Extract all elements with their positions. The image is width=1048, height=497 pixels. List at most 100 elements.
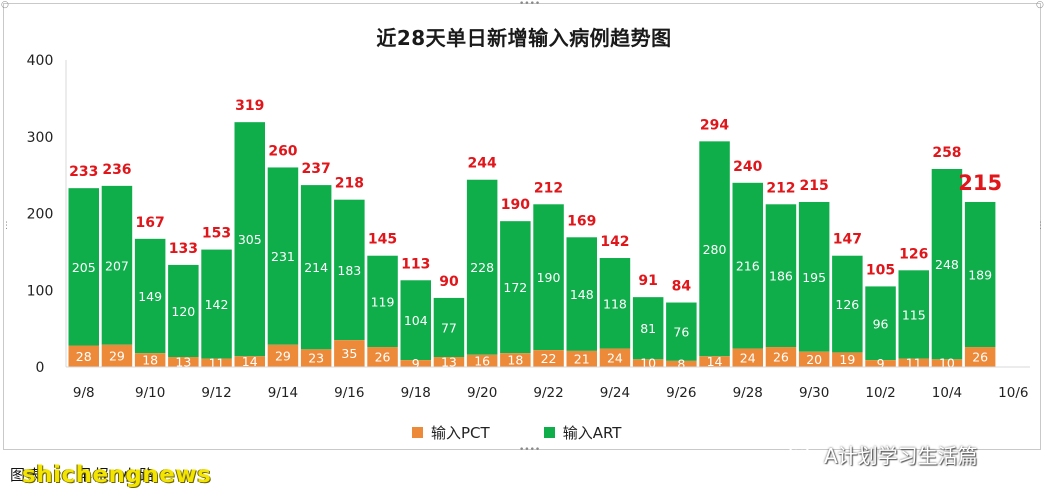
footer-credit: 图表 : 早报 小路 [10, 466, 157, 484]
bar-total-label: 133 [169, 241, 198, 257]
bar-art-label: 248 [935, 257, 959, 272]
x-tick-label: 9/12 [201, 385, 231, 401]
bar-art [234, 122, 265, 357]
bar-pct-label: 11 [209, 355, 225, 370]
bar-pct-label: 26 [972, 350, 988, 365]
bar-art-label: 118 [603, 296, 627, 311]
bar-total-label: 218 [335, 176, 364, 192]
bar-art-label: 104 [404, 313, 428, 328]
bar-pct [865, 360, 896, 367]
legend-label-art: 输入ART [562, 424, 622, 442]
bar-pct [134, 353, 166, 367]
bar-art [865, 286, 896, 361]
resize-handle-top-left[interactable]: ○ [1, 0, 9, 10]
resize-handle-top-right[interactable]: ○ [1036, 0, 1044, 10]
bar-art-label: 216 [736, 259, 760, 274]
bar-pct [367, 347, 398, 367]
bar-pct [201, 358, 232, 367]
bar-art-label: 148 [570, 287, 594, 302]
bar-art-label: 76 [673, 325, 689, 340]
bar-pct-label: 10 [640, 356, 656, 371]
bar-art [566, 237, 597, 351]
x-tick-label: 9/10 [135, 385, 165, 401]
bar-total-label: 236 [102, 162, 131, 178]
watermark-account-name: A计划学习生活篇 [824, 444, 978, 468]
bar-art-label: 183 [337, 263, 361, 278]
bar-total-label: 169 [567, 213, 596, 229]
x-tick-label: 10/4 [932, 385, 962, 401]
bar-pct-label: 23 [308, 351, 324, 366]
x-tick-label: 10/6 [998, 385, 1028, 401]
bar-pct [566, 350, 597, 367]
bar-pct-label: 16 [474, 353, 490, 368]
bar-pct [400, 360, 431, 367]
bar-art [599, 258, 631, 349]
resize-handle-left[interactable]: ⋮ [2, 221, 11, 231]
bar-art-label: 205 [72, 260, 96, 275]
x-tick-label: 9/16 [334, 385, 364, 401]
bar-total-label: 91 [638, 273, 657, 289]
bar-pct-label: 10 [939, 356, 955, 371]
bar-pct [699, 356, 730, 367]
bar-pct-label: 13 [441, 355, 457, 370]
bar-pct [931, 359, 963, 367]
bar-art [300, 185, 332, 350]
bar-total-label: 145 [368, 232, 397, 248]
bar-pct-label: 8 [677, 356, 685, 371]
legend-label-pct: 输入PCT [431, 424, 490, 442]
bar-pct-label: 19 [839, 352, 855, 367]
bar-pct [798, 351, 830, 367]
bar-pct-label: 13 [175, 355, 191, 370]
bar-art [201, 249, 232, 359]
bar-art-label: 305 [238, 232, 262, 247]
watermark-site: shichengnews [22, 462, 212, 488]
x-tick-label: 9/26 [666, 385, 696, 401]
bar-art [267, 167, 299, 345]
watermark-account: A计划学习生活篇 [788, 440, 978, 469]
x-tick-label: 9/18 [401, 385, 431, 401]
bar-pct-label: 9 [412, 356, 420, 371]
bar-total-label: 84 [672, 279, 692, 295]
bar-pct [234, 356, 265, 367]
bar-pct-label: 35 [341, 346, 357, 361]
bar-art [101, 185, 133, 345]
bar-art-label: 186 [769, 269, 793, 284]
bar-art-label: 96 [873, 316, 889, 331]
x-tick-label: 9/28 [733, 385, 763, 401]
resize-handle-top[interactable]: •••• [519, 0, 541, 9]
bar-pct [68, 345, 99, 367]
bar-pct [267, 344, 299, 367]
legend-swatch-pct [412, 427, 423, 438]
bar-pct [533, 350, 564, 367]
x-axis: 9/8 9/10 9/12 9/14 9/16 9/18 9/20 9/22 9/24 9/26 9… [66, 366, 1030, 401]
bar-pct [832, 352, 863, 367]
x-tick-label: 9/8 [73, 385, 95, 401]
bar-pct-label: 14 [242, 354, 258, 369]
bar-total-label: 142 [600, 234, 629, 250]
resize-handle-right[interactable]: ⋮ [1036, 221, 1045, 231]
bar-art-label: 142 [205, 297, 229, 312]
bar-art [433, 297, 465, 358]
bar-art [533, 204, 564, 351]
bar-art-label: 189 [968, 268, 992, 283]
bar-total-label: 212 [534, 180, 563, 196]
resize-handle-bottom[interactable]: •••• [519, 445, 541, 455]
x-tick-label: 9/14 [268, 385, 298, 401]
bar-total-label: 294 [700, 117, 729, 133]
bar-art [400, 280, 431, 361]
legend: 输入PCT 输入ART [412, 422, 621, 443]
x-tick-label: 9/30 [799, 385, 829, 401]
bar-pct-label: 11 [906, 355, 922, 370]
bar-art-label: 77 [441, 320, 457, 335]
bar-art-label: 195 [802, 270, 826, 285]
bar-pct [599, 348, 631, 367]
bar-art [632, 297, 664, 360]
bar-art [500, 221, 531, 354]
bar-total-label: 126 [899, 246, 928, 262]
x-tick-label: 10/2 [865, 385, 895, 401]
bar-total-label: 260 [268, 143, 297, 159]
y-tick-label: 0 [36, 360, 45, 376]
bar-art [699, 141, 730, 357]
bar-art-label: 115 [902, 307, 926, 322]
